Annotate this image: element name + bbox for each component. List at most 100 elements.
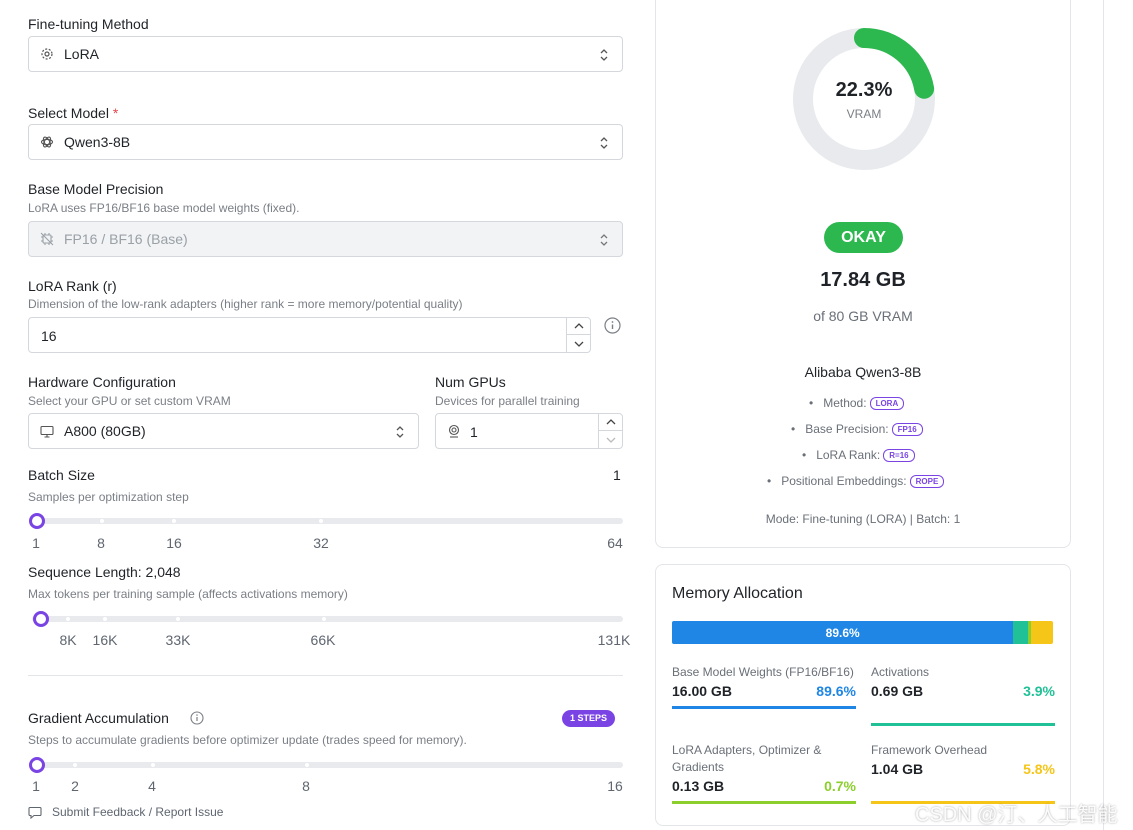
feedback-text: Submit Feedback / Report Issue	[52, 805, 224, 819]
openai-knot-icon	[40, 135, 54, 149]
slider-mark	[151, 763, 155, 767]
decrement-icon[interactable]	[599, 431, 622, 448]
memory-bar: 89.6%	[672, 621, 1053, 644]
memory-item-adapters: LoRA Adapters, Optimizer & Gradients 0.1…	[672, 742, 856, 804]
detail-badge: LORA	[869, 397, 905, 410]
gpus-stepper[interactable]	[598, 414, 622, 448]
decrement-icon[interactable]	[567, 335, 590, 352]
memory-item-line	[871, 723, 1055, 726]
precision-value: FP16 / BF16 (Base)	[64, 231, 188, 247]
slider-tick: 1	[32, 778, 40, 794]
memory-title: Memory Allocation	[672, 585, 803, 602]
config-form: Fine-tuning Method LoRA Select Model * Q…	[28, 0, 630, 830]
method-select[interactable]: LoRA	[28, 36, 623, 72]
rank-hint: Dimension of the low-rank adapters (high…	[28, 297, 463, 311]
memory-item-line	[672, 801, 856, 804]
precision-hint: LoRA uses FP16/BF16 base model weights (…	[28, 201, 300, 215]
memory-segment	[1013, 621, 1029, 644]
detail-method: • Method: LORA	[809, 396, 905, 410]
model-label: Select Model *	[28, 105, 118, 121]
required-marker: *	[112, 105, 119, 121]
slider-mark	[176, 617, 180, 621]
memory-segment	[1030, 621, 1053, 644]
detail-precision: • Base Precision: FP16	[791, 422, 923, 436]
memory-allocation-card: Memory Allocation 89.6% Base Model Weigh…	[655, 564, 1071, 826]
status-badge: OKAY	[824, 222, 903, 253]
detail-badge: FP16	[891, 423, 923, 436]
rank-label: LoRA Rank (r)	[28, 278, 117, 294]
watermark: CSDN @汀、人工智能	[915, 804, 1118, 826]
model-label-text: Select Model	[28, 105, 109, 121]
grad-slider-thumb[interactable]	[29, 757, 45, 773]
model-select[interactable]: Qwen3-8B	[28, 124, 623, 160]
increment-icon[interactable]	[599, 414, 622, 431]
seq-slider[interactable]	[32, 611, 623, 627]
rank-stepper[interactable]	[566, 318, 590, 352]
increment-icon[interactable]	[567, 318, 590, 335]
slider-tick: 66K	[310, 632, 336, 648]
memory-item-label: Activations	[871, 665, 930, 679]
grad-label: Gradient Accumulation	[28, 710, 169, 726]
detail-rank: • LoRA Rank: R=16	[802, 448, 915, 462]
info-icon[interactable]	[190, 711, 204, 730]
memory-item-activations: Activations 0.69 GB 3.9%	[871, 664, 1055, 726]
batch-slider-thumb[interactable]	[29, 513, 45, 529]
slider-mark	[319, 519, 323, 523]
slider-tick: 16	[166, 535, 182, 551]
page-edge	[1103, 0, 1104, 830]
monitor-icon	[40, 424, 54, 438]
slider-tick: 8	[302, 778, 310, 794]
memory-item-pct: 5.8%	[1023, 761, 1055, 777]
grad-slider[interactable]	[29, 757, 623, 773]
divider	[28, 675, 623, 676]
slider-tick: 8K	[59, 632, 77, 648]
slider-tick: 4	[148, 778, 156, 794]
vram-caption: VRAM	[846, 107, 882, 121]
gpus-input[interactable]: 1	[435, 413, 623, 449]
rank-input[interactable]: 16	[28, 317, 591, 353]
slider-tick: 1	[32, 535, 40, 551]
batch-value-text: 1	[613, 467, 621, 483]
memory-item-value: 0.13 GB	[672, 778, 725, 794]
slider-tick: 64	[607, 535, 623, 551]
detail-label: LoRA Rank:	[816, 448, 881, 462]
detail-label: Positional Embeddings:	[781, 474, 907, 488]
gauge-fill	[793, 28, 935, 170]
memory-item-line	[672, 706, 856, 709]
steps-badge: 1 STEPS	[562, 710, 616, 727]
batch-label: Batch Size	[28, 467, 95, 483]
slider-mark	[73, 763, 77, 767]
memory-item-pct: 0.7%	[824, 778, 856, 794]
method-value: LoRA	[64, 46, 100, 62]
gpu-chip-icon	[447, 424, 461, 443]
detail-badge: R=16	[883, 449, 915, 462]
seq-slider-thumb[interactable]	[33, 611, 49, 627]
feedback-link[interactable]: Submit Feedback / Report Issue	[28, 805, 223, 819]
hardware-select[interactable]: A800 (80GB)	[28, 413, 419, 449]
precision-select: FP16 / BF16 (Base)	[28, 221, 623, 257]
mode-line: Mode: Fine-tuning (LORA) | Batch: 1	[765, 512, 961, 526]
method-label: Fine-tuning Method	[28, 16, 149, 32]
memory-item-overhead: Framework Overhead 1.04 GB 5.8%	[871, 742, 1055, 804]
memory-item-label: LoRA Adapters, Optimizer & Gradients	[672, 743, 822, 774]
chevron-updown-icon	[598, 232, 610, 248]
slider-tick: 32	[313, 535, 329, 551]
message-icon	[28, 806, 42, 819]
batch-slider[interactable]	[29, 513, 623, 529]
vram-gauge	[793, 28, 935, 170]
hardware-hint: Select your GPU or set custom VRAM	[28, 394, 231, 408]
detail-label: Base Precision:	[805, 422, 889, 436]
slider-mark	[103, 617, 107, 621]
slider-tick: 33K	[165, 632, 191, 648]
info-icon[interactable]	[604, 317, 621, 339]
vram-capacity: of 80 GB VRAM	[813, 308, 913, 324]
vram-summary-card: 22.3% VRAM OKAY 17.84 GB of 80 GB VRAM A…	[655, 0, 1071, 548]
model-value: Qwen3-8B	[64, 134, 131, 150]
gear-icon	[40, 47, 54, 61]
slider-mark	[172, 519, 176, 523]
memory-item-line	[871, 801, 1055, 804]
chip-off-icon	[40, 232, 54, 246]
memory-item-value: 16.00 GB	[672, 683, 732, 699]
gpus-hint: Devices for parallel training	[435, 394, 580, 408]
chevron-updown-icon	[598, 47, 610, 63]
